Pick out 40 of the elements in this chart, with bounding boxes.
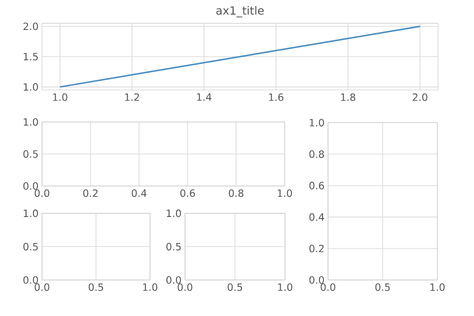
x-tick-label: 0.0 <box>178 283 192 291</box>
x-tick-label: 0.0 <box>320 283 336 291</box>
x-tick-label: 0.2 <box>83 189 98 197</box>
x-tick-label: 0.0 <box>34 283 50 291</box>
y-tick-label: 1.0 <box>310 118 324 126</box>
x-tick-label: 0.0 <box>34 189 50 197</box>
y-tick-label: 0.0 <box>23 182 38 190</box>
x-tick-label: 1.0 <box>53 93 68 101</box>
x-tick-label: 1.2 <box>125 93 139 101</box>
y-tick-label: 2.0 <box>23 22 38 30</box>
y-tick-label: 0.5 <box>23 242 38 250</box>
x-tick-label: 1.0 <box>430 283 445 291</box>
y-tick-label: 0.0 <box>309 276 324 284</box>
x-tick-label: 1.4 <box>197 93 212 101</box>
y-tick-label: 1.0 <box>24 210 38 218</box>
x-tick-label: 1.0 <box>143 283 158 291</box>
y-tick-label: 0.6 <box>309 182 324 190</box>
y-tick-label: 0.0 <box>166 276 181 284</box>
y-tick-label: 0.2 <box>309 244 324 252</box>
y-tick-label: 0.8 <box>309 150 324 158</box>
y-tick-label: 1.0 <box>24 118 38 126</box>
y-tick-label: 1.0 <box>24 83 38 91</box>
x-tick-label: 0.5 <box>88 283 104 291</box>
x-tick-label: 0.4 <box>132 189 146 197</box>
x-tick-label: 0.5 <box>375 283 390 291</box>
y-tick-label: 0.4 <box>309 213 324 221</box>
y-tick-label: 0.0 <box>23 276 38 284</box>
x-tick-label: 0.8 <box>228 189 244 197</box>
x-tick-label: 1.0 <box>278 283 292 291</box>
y-tick-label: 1.5 <box>24 52 38 60</box>
chart-title: ax1_title <box>216 6 264 18</box>
y-tick-label: 1.0 <box>166 210 181 218</box>
y-tick-label: 0.5 <box>23 150 38 158</box>
x-tick-label: 0.6 <box>180 189 195 197</box>
x-tick-label: 0.5 <box>228 283 242 291</box>
x-tick-label: 1.0 <box>278 189 292 197</box>
x-tick-label: 1.8 <box>341 93 356 101</box>
x-tick-label: 1.6 <box>269 93 284 101</box>
y-tick-label: 0.5 <box>166 242 181 250</box>
x-tick-label: 2.0 <box>412 93 428 101</box>
